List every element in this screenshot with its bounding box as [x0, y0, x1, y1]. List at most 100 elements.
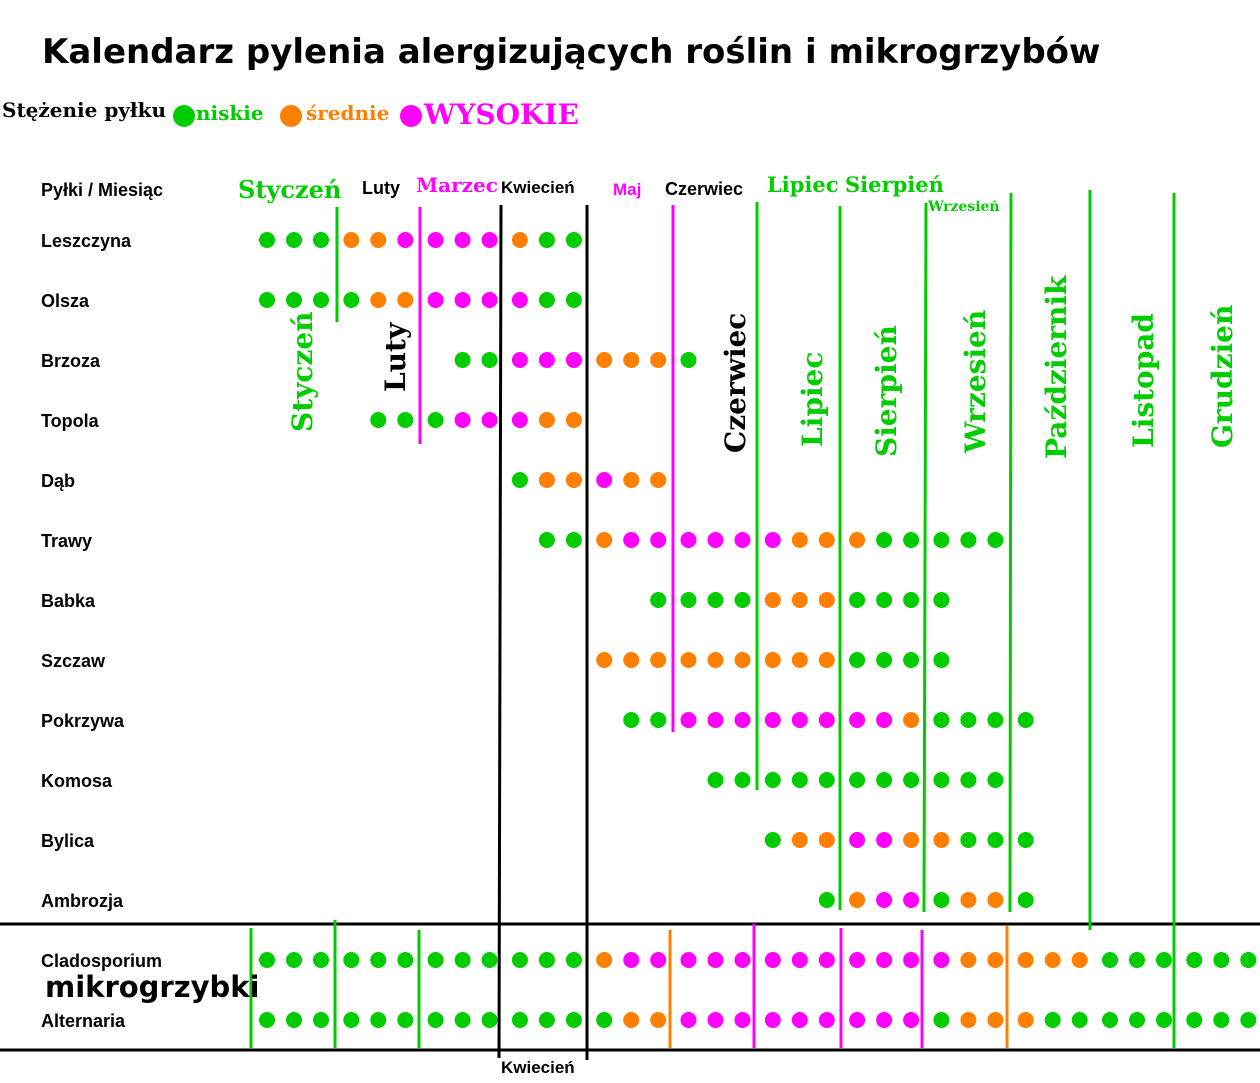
legend-dot-medium	[280, 105, 302, 127]
pollen-dot-cladosporium-13	[623, 952, 640, 968]
row-label-cladosporium: Cladosporium	[41, 951, 162, 971]
pollen-dot-trawy-17	[734, 532, 751, 548]
pollen-dot-cladosporium-6	[427, 952, 444, 968]
pollen-dot-alternaria-0	[259, 1012, 275, 1028]
pollen-dot-trawy-10	[538, 532, 555, 548]
pollen-dot-szczaw-13	[623, 652, 640, 668]
pollen-dot-cladosporium-1	[286, 952, 302, 968]
pollen-dot-bylica-20	[818, 832, 835, 848]
pollen-dot-cladosporium-32	[1156, 952, 1172, 968]
pollen-dot-bylica-26	[987, 832, 1004, 848]
vertical-month-luty: Luty	[379, 322, 412, 392]
pollen-dot-alternaria-19	[791, 1012, 808, 1028]
top-month-marzec: Marzec	[416, 173, 498, 197]
pollen-dot-pokrzywa-27	[1017, 712, 1034, 728]
pollen-dot-cladosporium-22	[876, 952, 893, 968]
pollen-dot-pokrzywa-25	[960, 712, 977, 728]
pollen-dot-dab-9	[511, 472, 528, 488]
top-month-luty: Luty	[362, 178, 400, 198]
pollen-dot-trawy-12	[596, 532, 613, 548]
pollen-dot-brzoza-14	[650, 352, 667, 368]
legend-dot-high	[400, 105, 422, 127]
pollen-dot-leszczyna-0	[259, 232, 275, 248]
pollen-dot-olsza-3	[343, 292, 360, 308]
pollen-dot-trawy-20	[818, 532, 835, 548]
pollen-dot-olsza-1	[286, 292, 302, 308]
row-label-alternaria: Alternaria	[41, 1011, 126, 1031]
pollen-dot-babka-24	[933, 592, 950, 608]
pollen-dot-alternaria-24	[933, 1012, 950, 1028]
fungi-label: mikrogrzybki	[45, 970, 260, 1004]
row-label-komosa: Komosa	[41, 771, 113, 791]
pollen-dot-cladosporium-5	[397, 952, 414, 968]
pollen-dot-cladosporium-33	[1186, 952, 1203, 968]
pollen-dot-babka-18	[764, 592, 781, 608]
pollen-dot-trawy-22	[876, 532, 893, 548]
pollen-dot-cladosporium-0	[259, 952, 275, 968]
pollen-dot-trawy-25	[960, 532, 977, 548]
boundary-aug-sep	[922, 202, 928, 913]
pollen-dot-babka-14	[650, 592, 667, 608]
pollen-dot-trawy-14	[650, 532, 667, 548]
pollen-dot-cladosporium-7	[454, 952, 471, 968]
pollen-dot-szczaw-22	[876, 652, 893, 668]
pollen-dot-cladosporium-8	[481, 952, 498, 968]
pollen-dot-dab-14	[650, 472, 667, 488]
pollen-dot-babka-22	[876, 592, 893, 608]
pollen-dot-cladosporium-10	[538, 952, 555, 968]
pollen-dot-komosa-26	[987, 772, 1004, 788]
pollen-dot-komosa-16	[707, 772, 724, 788]
pollen-dot-alternaria-2	[313, 1012, 329, 1028]
pollen-dot-komosa-22	[876, 772, 893, 788]
pollen-dot-alternaria-18	[764, 1012, 781, 1028]
pollen-dot-leszczyna-11	[565, 232, 582, 248]
row-label-trawy: Trawy	[41, 531, 92, 551]
pollen-dot-komosa-17	[734, 772, 751, 788]
pollen-dot-topola-11	[565, 412, 582, 428]
pollen-dot-alternaria-33	[1186, 1012, 1203, 1028]
pollen-dot-cladosporium-25	[960, 952, 977, 968]
pollen-dot-szczaw-23	[903, 652, 920, 668]
pollen-dot-szczaw-21	[849, 652, 866, 668]
pollen-dot-trawy-16	[707, 532, 724, 548]
pollen-dot-topola-10	[538, 412, 555, 428]
pollen-dot-cladosporium-3	[343, 952, 360, 968]
pollen-dot-alternaria-27	[1017, 1012, 1034, 1028]
pollen-dot-szczaw-12	[596, 652, 613, 668]
legend-high-label: WYSOKIE	[423, 98, 579, 131]
pollen-dot-olsza-5	[397, 292, 414, 308]
row-label-ambrozja: Ambrozja	[41, 891, 124, 911]
boundary-sep-oct	[1008, 192, 1013, 913]
pollen-dot-topola-6	[427, 412, 444, 428]
pollen-dot-cladosporium-21	[849, 952, 866, 968]
pollen-dot-alternaria-11	[565, 1012, 582, 1028]
pollen-dot-cladosporium-28	[1044, 952, 1061, 968]
pollen-dot-trawy-21	[849, 532, 866, 548]
row-label-bylica: Bylica	[41, 831, 95, 851]
top-month-styczen: Styczeń	[238, 175, 341, 204]
pollen-dot-trawy-26	[987, 532, 1004, 548]
pollen-dot-pokrzywa-15	[680, 712, 697, 728]
pollen-dot-alternaria-12	[596, 1012, 613, 1028]
pollen-dot-szczaw-14	[650, 652, 667, 668]
pollen-dot-alternaria-15	[680, 1012, 697, 1028]
vertical-month-lipiec: Lipiec	[796, 352, 829, 447]
pollen-dot-alternaria-7	[454, 1012, 471, 1028]
top-month-sierpien: Sierpień	[845, 172, 944, 197]
pollen-dot-olsza-7	[454, 292, 471, 308]
top-month-kwiecien: Kwiecień	[501, 178, 575, 197]
pollen-dot-brzoza-8	[481, 352, 498, 368]
pollen-dot-alternaria-34	[1213, 1012, 1230, 1028]
pollen-dot-komosa-24	[933, 772, 950, 788]
pollen-dot-cladosporium-35	[1240, 952, 1257, 968]
pollen-dot-ambrozja-21	[849, 892, 866, 908]
pollen-dot-brzoza-10	[538, 352, 555, 368]
pollen-dot-ambrozja-27	[1017, 892, 1034, 908]
pollen-dot-babka-17	[734, 592, 751, 608]
vertical-month-czerwiec: Czerwiec	[719, 313, 752, 453]
pollen-dot-brzoza-7	[454, 352, 471, 368]
pollen-dot-brzoza-12	[596, 352, 613, 368]
top-month-wrzesien: Wrzesień	[927, 199, 1000, 215]
pollen-dot-cladosporium-30	[1102, 952, 1118, 968]
top-month-lipiec: Lipiec	[767, 172, 839, 197]
